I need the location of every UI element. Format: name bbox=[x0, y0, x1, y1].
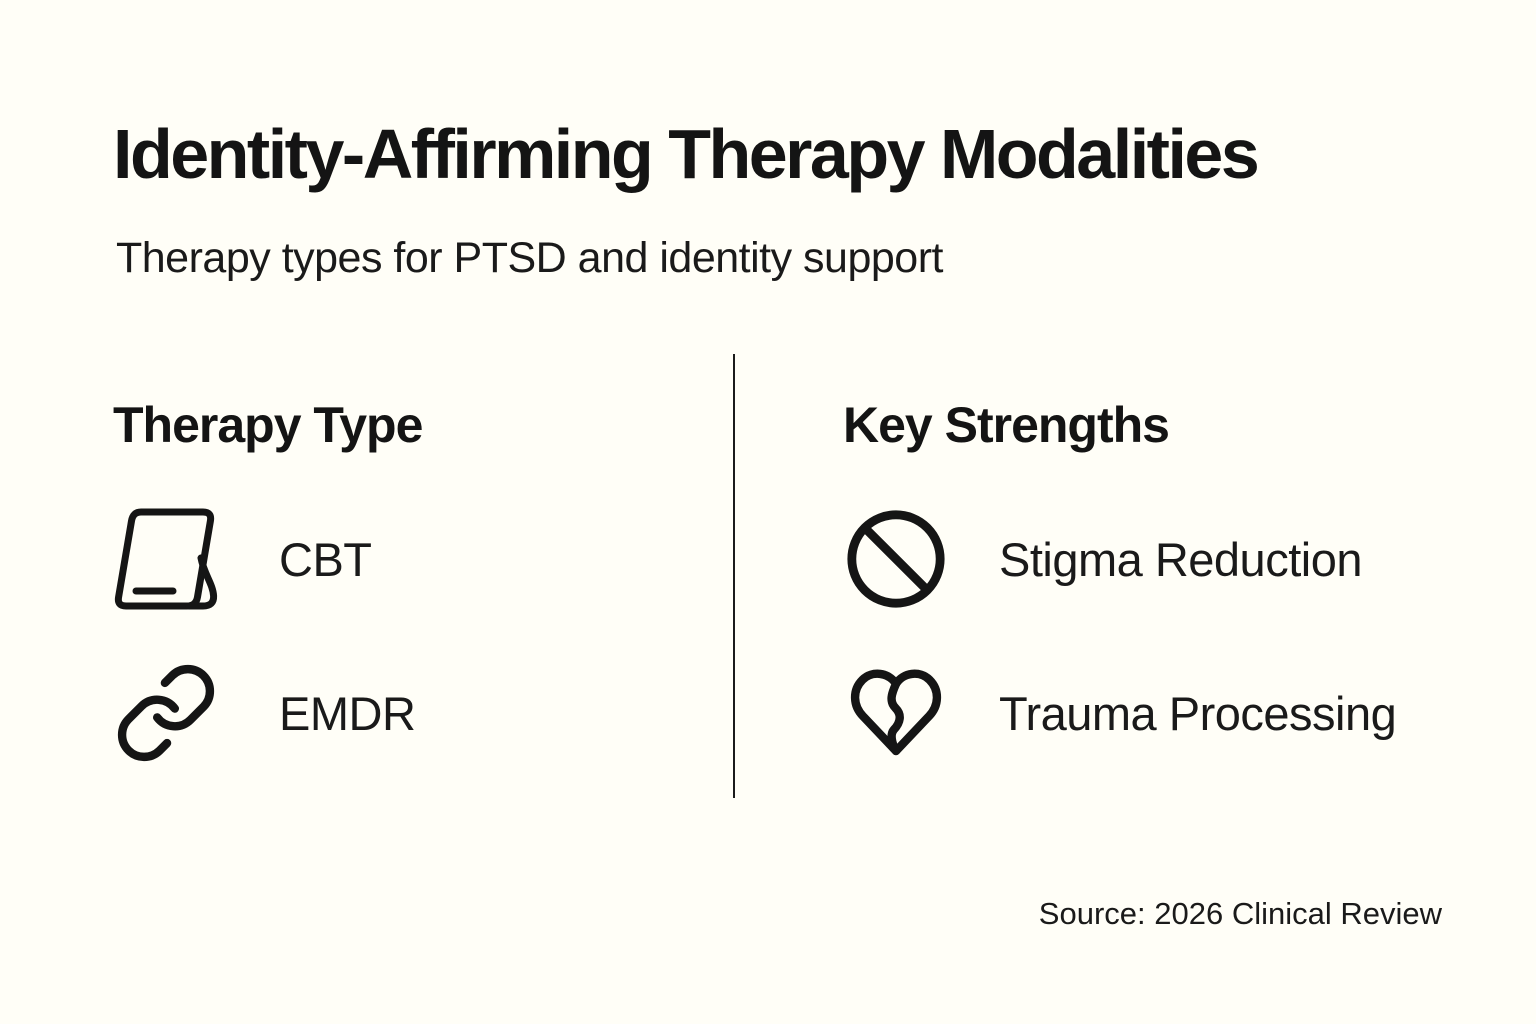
page-subtitle: Therapy types for PTSD and identity supp… bbox=[116, 234, 943, 282]
broken-heart-icon bbox=[843, 660, 949, 766]
list-item-stigma-reduction: Stigma Reduction bbox=[843, 505, 1483, 613]
page-title: Identity-Affirming Therapy Modalities bbox=[113, 115, 1260, 193]
item-label-emdr: EMDR bbox=[279, 686, 416, 740]
column-key-strengths: Key Strengths Stigma Reduction Trauma Pr… bbox=[843, 398, 1483, 767]
item-label-stigma-reduction: Stigma Reduction bbox=[999, 532, 1362, 586]
no-sign-icon bbox=[843, 506, 949, 612]
tablet-stand-icon bbox=[113, 506, 219, 612]
item-label-trauma-processing: Trauma Processing bbox=[999, 686, 1397, 740]
column-divider bbox=[733, 354, 735, 798]
column-header-therapy-type: Therapy Type bbox=[113, 397, 423, 453]
chain-link-icon bbox=[113, 660, 219, 766]
source-note: Source: 2026 Clinical Review bbox=[1038, 896, 1442, 931]
list-item-cbt: CBT bbox=[113, 505, 673, 613]
list-item-trauma-processing: Trauma Processing bbox=[843, 659, 1483, 767]
column-header-key-strengths: Key Strengths bbox=[843, 397, 1170, 453]
list-item-emdr: EMDR bbox=[113, 659, 673, 767]
column-therapy-type: Therapy Type CBT EMDR bbox=[113, 398, 673, 767]
item-label-cbt: CBT bbox=[279, 532, 372, 586]
